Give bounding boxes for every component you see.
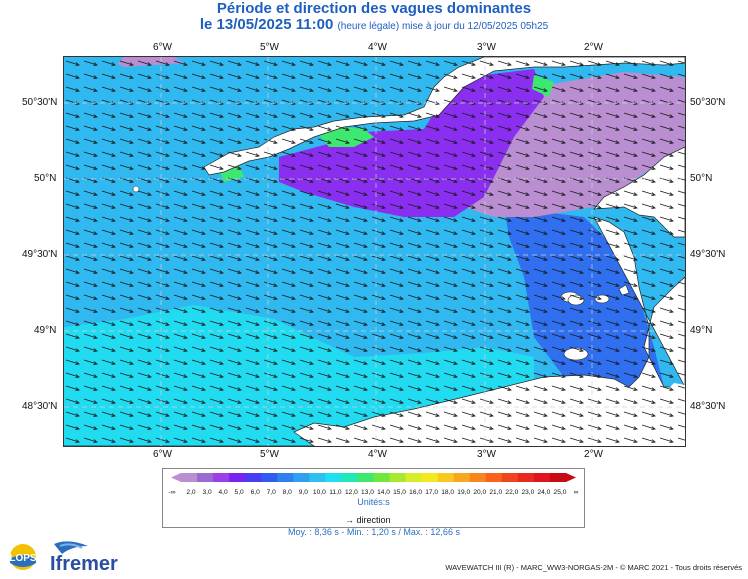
legend-tick-label: 20,0	[473, 489, 486, 496]
legend-tick-label: 14,0	[377, 489, 390, 496]
legend-direction: → direction	[345, 515, 391, 525]
legend-color-swatch	[469, 473, 487, 482]
copyright-footer: WAVEWATCH III (R) - MARC_WW3-NORGAS-2M -…	[445, 563, 742, 572]
legend-tick-label: 17,0	[425, 489, 438, 496]
ifremer-logo[interactable]: Ifremer	[48, 540, 144, 575]
legend-color-swatch	[421, 473, 439, 482]
lat-label-right: 50°N	[690, 173, 713, 184]
legend-color-swatch	[405, 473, 423, 482]
legend-colorbar: -∞ 2,0 3,0 4,0 5,0 6,0 7,0 8,0 9,0 10,0 11,0 12,0 13…	[169, 473, 579, 496]
legend-tick-label: 4,0	[219, 489, 228, 496]
direction-label: direction	[356, 515, 391, 525]
legend-tick-label: 23,0	[521, 489, 534, 496]
legend-tick-label: 8,0	[283, 489, 292, 496]
legend-color-swatch	[389, 473, 406, 482]
lon-label-top: 3°W	[477, 42, 496, 53]
legend-tick-label: 25,0	[554, 489, 567, 496]
lon-label-bottom: 2°W	[584, 449, 603, 460]
direction-arrows	[64, 57, 685, 446]
legend-tick-label: 6,0	[251, 489, 260, 496]
legend-tick-label: 11,0	[329, 489, 342, 496]
legend-tick-label: 3,0	[202, 489, 211, 496]
period-statistics: Moy. : 8,36 s - Min. : 1,20 s / Max. : 1…	[288, 527, 460, 537]
legend-color-swatch	[517, 473, 535, 482]
lat-label-left: 48°30'N	[22, 401, 58, 412]
graticule	[64, 57, 685, 446]
legend-tick-label: 22,0	[505, 489, 518, 496]
legend-color-swatch	[277, 473, 294, 482]
legend-color-swatch	[373, 473, 390, 482]
legend-tick-label: 15,0	[393, 489, 406, 496]
lops-logo[interactable]: LOPS	[3, 541, 43, 573]
lat-label-right: 49°30'N	[690, 249, 726, 260]
lon-label-top: 5°W	[260, 42, 279, 53]
legend-tick-label: -∞	[169, 489, 176, 496]
legend-tick-label: 10,0	[313, 489, 326, 496]
legend-tick-label: 7,0	[267, 489, 276, 496]
legend-tick-label: 19,0	[457, 489, 470, 496]
legend-units: Unités:s	[357, 497, 390, 507]
legend-color-swatch	[197, 473, 214, 482]
legend-tick-label: 12,0	[345, 489, 358, 496]
lat-label-right: 48°30'N	[690, 401, 726, 412]
legend-color-swatch	[293, 473, 310, 482]
legend-tick-label: 16,0	[409, 489, 422, 496]
lon-label-bottom: 4°W	[368, 449, 387, 460]
legend-tick-label: 13,0	[361, 489, 374, 496]
lon-label-top: 2°W	[584, 42, 603, 53]
legend-color-swatch	[229, 473, 246, 482]
lon-label-top: 6°W	[153, 42, 172, 53]
legend-color-swatch	[357, 473, 374, 482]
legend-color-swatch	[325, 473, 342, 482]
legend-tick-label: 21,0	[489, 489, 502, 496]
lon-label-bottom: 5°W	[260, 449, 279, 460]
legend-tick-label: 18,0	[441, 489, 454, 496]
wave-period-map[interactable]	[63, 56, 686, 447]
legend-tick-label: 2,0	[186, 489, 195, 496]
lat-label-right: 49°N	[690, 325, 713, 336]
legend-color-swatch	[437, 473, 455, 482]
direction-arrow-icon: →	[345, 515, 354, 525]
lat-label-left: 50°N	[34, 173, 57, 184]
legend-color-swatch	[181, 473, 198, 482]
legend-color-swatch	[245, 473, 262, 482]
lat-label-left: 50°30'N	[22, 97, 58, 108]
ifremer-logo-text: Ifremer	[50, 553, 118, 574]
legend-tick-label: 24,0	[538, 489, 551, 496]
legend-low-arrow	[171, 473, 181, 482]
lon-label-bottom: 6°W	[153, 449, 172, 460]
legend-color-swatch	[213, 473, 230, 482]
legend-tick-label: 9,0	[299, 489, 308, 496]
legend-color-swatch	[549, 473, 567, 482]
legend-tick-label: ∞	[574, 489, 579, 496]
update-info: (heure légale) mise à jour du 12/05/2025…	[337, 21, 549, 32]
lat-label-left: 49°N	[34, 325, 57, 336]
color-legend: -∞ 2,0 3,0 4,0 5,0 6,0 7,0 8,0 9,0 10,0 11,0 12,0 13…	[162, 468, 585, 528]
legend-high-arrow	[566, 473, 576, 482]
lon-label-bottom: 3°W	[477, 449, 496, 460]
legend-color-swatch	[533, 473, 551, 482]
legend-tick-label: 5,0	[235, 489, 244, 496]
lops-logo-text: LOPS	[9, 553, 37, 564]
legend-color-swatch	[501, 473, 519, 482]
legend-color-swatch	[453, 473, 471, 482]
lat-label-right: 50°30'N	[690, 97, 726, 108]
forecast-date: le 13/05/2025 11:00	[199, 16, 334, 33]
map-title: Période et direction des vagues dominant…	[216, 0, 532, 17]
lat-label-left: 49°30'N	[22, 249, 58, 260]
legend-color-swatch	[261, 473, 278, 482]
legend-color-swatch	[485, 473, 503, 482]
legend-color-swatch	[341, 473, 358, 482]
map-date-line: le 13/05/2025 11:00 (heure légale) mise …	[0, 16, 748, 33]
legend-color-swatch	[309, 473, 326, 482]
map-canvas	[64, 57, 685, 446]
lon-label-top: 4°W	[368, 42, 387, 53]
